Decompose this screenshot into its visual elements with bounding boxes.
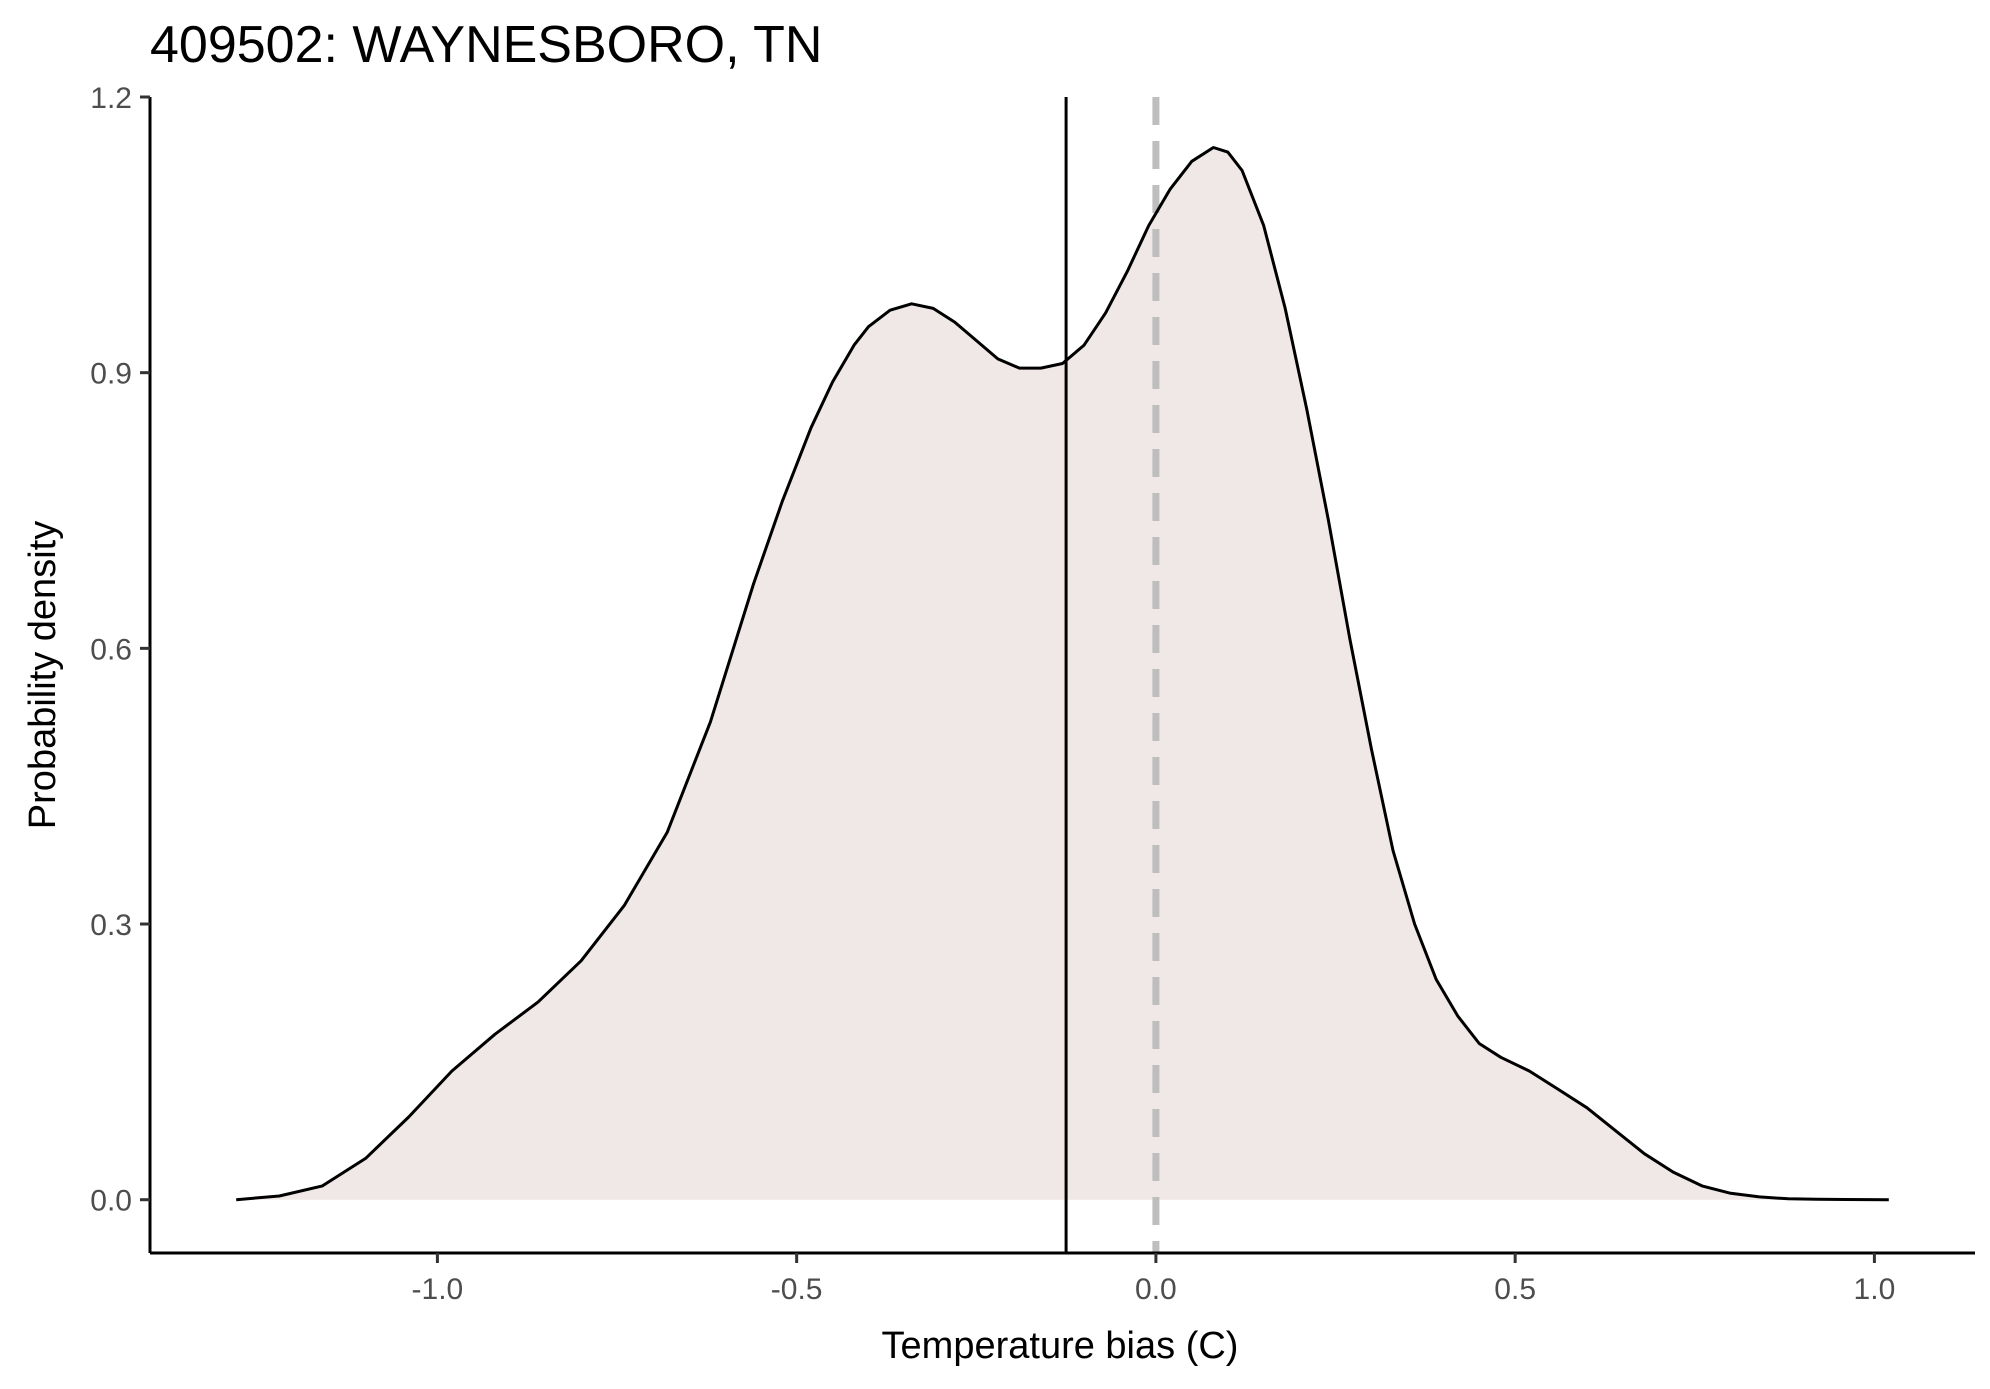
x-tick-label: -1.0	[412, 1273, 464, 1306]
y-axis-title: Probability density	[22, 521, 64, 829]
y-axis: 0.0 0.3 0.6 0.9 1.2	[90, 82, 152, 1253]
density-area-fill	[236, 147, 1889, 1200]
x-axis-title: Temperature bias (C)	[882, 1325, 1239, 1367]
x-tick-label: 1.0	[1854, 1273, 1896, 1306]
chart-title: 409502: WAYNESBORO, TN	[150, 16, 822, 74]
x-tick-label: -0.5	[771, 1273, 823, 1306]
density-curve	[236, 146, 1889, 1202]
x-tick-label: 0.5	[1494, 1273, 1536, 1306]
y-tick-label: 1.2	[90, 82, 132, 115]
y-tick-label: 0.3	[90, 909, 132, 942]
x-axis: -1.0 -0.5 0.0 0.5 1.0	[150, 1251, 1975, 1306]
plot-area	[236, 97, 1889, 1253]
y-tick-label: 0.9	[90, 358, 132, 391]
x-tick-label: 0.0	[1135, 1273, 1177, 1306]
y-tick-label: 0.6	[90, 633, 132, 666]
y-tick-label: 0.0	[90, 1185, 132, 1218]
